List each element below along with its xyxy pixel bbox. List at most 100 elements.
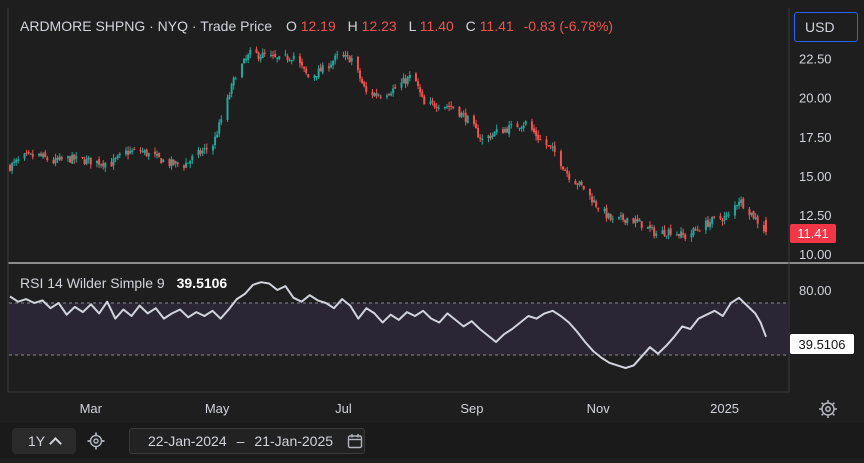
candle-body [487,135,490,139]
candle-body [216,134,219,138]
candle-body [522,125,525,129]
candle-body [638,219,641,222]
time-axis[interactable]: Mar May Jul Sep Nov 2025 [80,401,739,416]
candle-body [603,209,606,211]
candle-body [327,66,330,69]
time-tick-label: May [205,401,230,416]
candle-body [750,212,753,215]
rsi-value-badge-text: 39.5106 [799,337,846,352]
candle-body [549,145,552,147]
currency-select[interactable]: USD [794,12,858,42]
candle-body [545,139,548,146]
candle-body [727,214,730,216]
candle-body [617,216,620,219]
candle-body [170,159,173,167]
candle-body [261,52,264,59]
candle-body [506,128,509,133]
candle-body [475,123,478,129]
candle-body [736,205,739,207]
candle-body [452,106,455,108]
candle-body [665,235,668,237]
gear-button[interactable] [84,428,108,454]
candle-body [493,131,496,136]
candle-body [83,159,86,165]
candle-body [211,145,214,151]
candle-body [95,160,98,164]
candle-body [153,151,156,155]
candle-body [408,75,411,79]
candle-body [738,201,741,206]
candle-body [218,122,221,134]
price-axis: 10.00 12.50 15.00 17.50 20.00 22.50 [799,52,832,262]
candle-body [232,77,235,86]
candle-body [348,56,351,63]
candle-body [661,230,664,235]
time-tick-label: Jul [335,401,352,416]
candle-body [89,157,92,165]
change-value: -0.83 (-6.78%) [524,18,613,34]
low-value: 11.40 [420,18,454,34]
candle-body [566,170,569,174]
candle-body [11,163,14,171]
candle-body [504,129,507,133]
candle-body [58,156,61,161]
candle-body [259,57,262,60]
rsi-tick-label: 80.00 [799,283,832,298]
candle-body [646,226,649,229]
candle-body [379,96,382,98]
candle-body [365,86,368,93]
candle-body [85,158,88,165]
candle-body [332,60,335,66]
candle-body [118,153,121,156]
candle-body [315,76,318,78]
candle-body [371,91,374,96]
candle-body [187,162,190,164]
candle-body [533,128,536,133]
price-tick-label: 10.00 [799,247,832,262]
candle-body [462,113,465,115]
calendar-icon[interactable] [347,433,363,449]
candle-body [377,95,380,97]
candle-body [40,153,43,156]
candle-body [516,123,519,128]
candle-body [42,153,45,158]
candle-body [344,54,347,58]
candle-body [249,50,252,55]
candle-body [756,216,759,224]
candle-body [481,138,484,140]
date-range-field[interactable]: 22-Jan-2024 – 21-Jan-2025 [129,428,365,454]
candle-body [649,225,652,229]
candle-body [733,205,736,216]
candle-body [663,229,666,236]
candle-body [564,169,567,171]
candle-body [139,150,142,152]
candle-body [719,215,722,219]
candle-body [52,159,55,164]
candle-body [431,100,434,103]
candle-body [510,124,513,126]
settings-icon[interactable] [819,400,837,418]
candle-body [443,106,446,109]
time-tick-label: Nov [587,401,611,416]
range-button[interactable]: 1Y [12,428,76,454]
candle-body [27,151,30,154]
rsi-legend-value: 39.5106 [177,275,228,291]
candle-body [54,157,57,164]
candle-body [9,165,11,171]
candle-body [214,136,217,146]
candle-body [466,115,469,124]
candle-body [547,145,550,147]
candle-body [539,139,542,141]
candle-body [448,105,451,107]
price-tick-label: 22.50 [799,52,832,67]
candle-body [174,161,177,164]
price-tick-label: 20.00 [799,91,832,106]
candle-body [143,150,146,153]
candle-body [568,173,571,180]
candle-body [742,198,745,209]
candle-body [489,136,492,139]
candle-body [278,56,281,60]
chevron-up-icon [49,437,62,450]
candle-body [257,52,260,59]
candle-body [535,130,538,137]
